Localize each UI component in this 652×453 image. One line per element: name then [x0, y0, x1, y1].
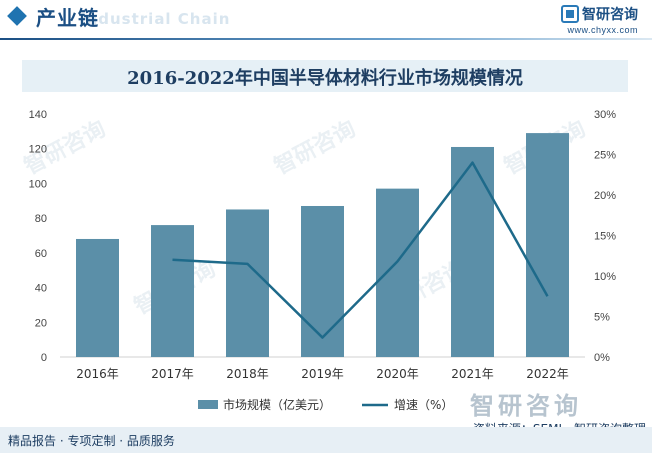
y-left-tick-label: 40	[35, 283, 47, 295]
x-tick-label: 2020年	[376, 367, 419, 381]
y-right-tick-label: 5%	[594, 312, 610, 324]
bar	[76, 238, 119, 357]
growth-line-series	[172, 161, 549, 339]
y-right-tick-label: 20%	[594, 190, 616, 202]
bar	[451, 146, 494, 357]
legend-bar-swatch	[198, 400, 218, 409]
x-tick-label: 2021年	[451, 367, 494, 381]
legend-bar-label: 市场规模（亿美元）	[223, 397, 331, 412]
y-left-tick-label: 0	[41, 352, 47, 364]
bar	[376, 188, 419, 357]
bar	[526, 133, 569, 357]
y-left-tick-label: 100	[29, 178, 47, 190]
x-tick-label: 2022年	[526, 367, 569, 381]
y-right-tick-label: 10%	[594, 271, 616, 283]
chart-title-bar: 2016-2022年中国半导体材料行业市场规模情况	[22, 60, 628, 92]
y-left-tick-label: 20	[35, 317, 47, 329]
bar	[151, 225, 194, 357]
x-tick-label: 2017年	[151, 367, 194, 381]
y-left-tick-label: 140	[29, 109, 47, 121]
x-tick-label: 2018年	[226, 367, 269, 381]
logo-url: www.chyxx.com	[567, 25, 638, 35]
footer: 精品报告 · 专项定制 · 品质服务	[0, 427, 652, 453]
header-divider	[0, 38, 652, 40]
brand-logo: 智研咨询 www.chyxx.com	[561, 4, 638, 35]
y-left-tick-label: 120	[29, 144, 47, 156]
y-right-tick-label: 30%	[594, 109, 616, 121]
watermark-logo-bottom: 智研咨询	[470, 392, 582, 420]
x-tick-label: 2016年	[76, 367, 119, 381]
y-left-tick-label: 60	[35, 248, 47, 260]
footer-slogan: 精品报告 · 专项定制 · 品质服务	[8, 434, 175, 448]
y-right-tick-label: 15%	[594, 231, 616, 243]
logo-name: 智研咨询	[582, 7, 638, 23]
legend-line-label: 增速（%）	[394, 398, 453, 412]
logo-icon	[561, 5, 579, 23]
bar	[301, 205, 344, 357]
y-right-tick-label: 0%	[594, 352, 610, 364]
section-title: 产业链	[36, 6, 99, 30]
header: Industrial Chain 产业链 智研咨询 www.chyxx.com	[0, 0, 652, 40]
x-tick-label: 2019年	[301, 367, 344, 381]
chart: 0 20 40 60 80 100 120 140 0% 5% 10% 15% 20% 25% 30% 201…	[29, 109, 617, 412]
y-left-tick-label: 80	[35, 213, 47, 225]
y-right-tick-label: 25%	[594, 150, 616, 162]
header-background-text: Industrial Chain	[80, 10, 231, 28]
bar	[226, 209, 269, 357]
chart-title: 2016-2022年中国半导体材料行业市场规模情况	[127, 68, 523, 89]
